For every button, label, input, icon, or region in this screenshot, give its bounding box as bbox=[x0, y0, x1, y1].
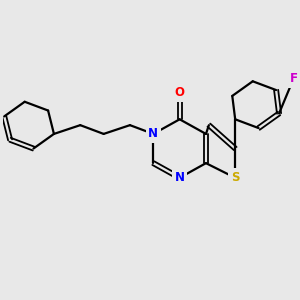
Text: S: S bbox=[231, 171, 239, 184]
Text: F: F bbox=[290, 72, 298, 85]
Text: N: N bbox=[148, 128, 158, 140]
Text: O: O bbox=[175, 86, 184, 100]
Text: N: N bbox=[175, 171, 184, 184]
